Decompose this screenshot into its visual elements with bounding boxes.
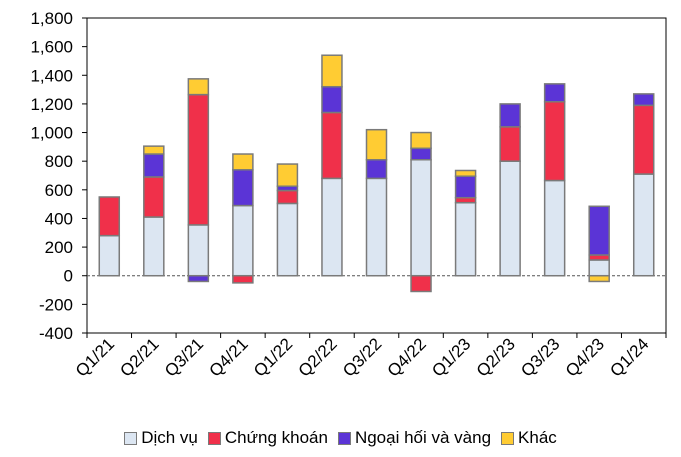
x-tick-label: Q4/23: [562, 334, 608, 380]
bar-segment: [632, 104, 655, 175]
y-tick-label: 800: [45, 152, 73, 171]
bars: [98, 54, 655, 293]
bar-segment: [232, 204, 254, 277]
legend-label-chung-khoan: Chứng khoán: [224, 428, 328, 447]
bar-segment: [98, 234, 121, 277]
bar-segment: [454, 169, 477, 177]
bar-segment: [543, 83, 566, 103]
legend-swatch-dich-vu: [124, 431, 138, 445]
bar-segment: [499, 126, 521, 162]
bar-segment: [143, 216, 165, 277]
legend-item-chung-khoan: Chứng khoán: [207, 428, 328, 448]
bar-segment: [187, 93, 210, 226]
legend-item-khac: Khác: [501, 428, 557, 448]
x-tick-label: Q3/21: [161, 334, 207, 380]
bar-segment: [187, 78, 210, 96]
x-tick-labels: Q1/21Q2/21Q3/21Q4/21Q1/22Q2/22Q3/22Q4/22…: [72, 334, 653, 380]
y-tick-labels: 1,800 1,600 1,400 1,200 1,000 800 600 400 200 0 -2…: [30, 9, 73, 343]
bar-segment: [499, 103, 521, 128]
y-tick-label: -400: [39, 324, 73, 343]
plot-frame: [86, 17, 667, 334]
bar-segment: [410, 159, 432, 277]
legend-label-khac: Khác: [518, 428, 557, 447]
x-tick-label: Q1/23: [428, 334, 474, 380]
bar-segment: [365, 128, 388, 161]
bar-segment: [632, 173, 655, 277]
y-tick-label: 200: [45, 238, 73, 257]
bar-segment: [410, 147, 432, 161]
y-tick-label: 1,200: [30, 95, 73, 114]
legend-swatch-chung-khoan: [207, 431, 221, 445]
bar-segment: [232, 274, 254, 284]
bar-segment: [232, 169, 254, 207]
bar-segment: [98, 196, 121, 237]
y-tick-label: 1,000: [30, 124, 73, 143]
bar-segment: [454, 201, 477, 277]
x-tick-label: Q3/23: [517, 334, 563, 380]
bar-segment: [588, 205, 610, 256]
bar-segment: [187, 274, 210, 283]
x-tick-label: Q2/23: [473, 334, 519, 380]
legend-item-ngoai-hoi: Ngoại hối và vàng: [337, 428, 492, 448]
x-tick-label: Q1/21: [72, 334, 118, 380]
legend: Dịch vụ Chứng khoán Ngoại hối và vàng Kh…: [0, 426, 681, 450]
bar-segment: [588, 274, 610, 283]
bar-segment: [454, 196, 477, 204]
bar-segment: [365, 159, 388, 180]
x-tick-label: Q4/22: [384, 334, 430, 380]
bar-segment: [632, 93, 655, 107]
bar-segment: [454, 175, 477, 199]
axes: [82, 17, 667, 338]
y-tick-label: -200: [39, 295, 73, 314]
bar-segment: [410, 131, 432, 150]
bar-segment: [321, 111, 343, 180]
bar-segment: [543, 101, 566, 182]
bar-segment: [321, 85, 343, 114]
legend-swatch-khac: [501, 431, 515, 445]
y-tick-label: 400: [45, 209, 73, 228]
x-tick-label: Q1/22: [250, 334, 296, 380]
legend-swatch-ngoai-hoi: [337, 431, 351, 445]
legend-item-dich-vu: Dịch vụ: [124, 428, 198, 448]
bar-segment: [588, 259, 610, 277]
bar-segment: [276, 189, 299, 205]
bar-segment: [321, 177, 343, 277]
bar-segment: [187, 224, 210, 277]
bar-segment: [588, 254, 610, 261]
bar-segment: [276, 163, 299, 187]
legend-label-dich-vu: Dịch vụ: [141, 428, 198, 447]
x-tick-label: Q2/21: [116, 334, 162, 380]
bar-segment: [143, 153, 165, 178]
bar-segment: [276, 202, 299, 277]
legend-label-ngoai-hoi: Ngoại hối và vàng: [354, 428, 492, 447]
y-tick-label: 1,600: [30, 38, 73, 57]
bar-segment: [365, 177, 388, 277]
x-tick-label: Q3/22: [339, 334, 385, 380]
y-tick-label: 0: [64, 267, 73, 286]
x-tick-label: Q2/22: [295, 334, 341, 380]
x-tick-label: Q1/24: [606, 334, 652, 380]
y-tick-label: 600: [45, 181, 73, 200]
y-tick-label: 1,800: [30, 9, 73, 28]
x-tick-label: Q4/21: [206, 334, 252, 380]
bar-segment: [321, 54, 343, 88]
bar-segment: [543, 179, 566, 277]
bar-segment: [232, 153, 254, 171]
bar-segment: [499, 160, 521, 277]
y-tick-label: 1,400: [30, 66, 73, 85]
bar-segment: [143, 145, 165, 155]
bar-segment: [143, 176, 165, 218]
bar-segment: [410, 274, 432, 293]
